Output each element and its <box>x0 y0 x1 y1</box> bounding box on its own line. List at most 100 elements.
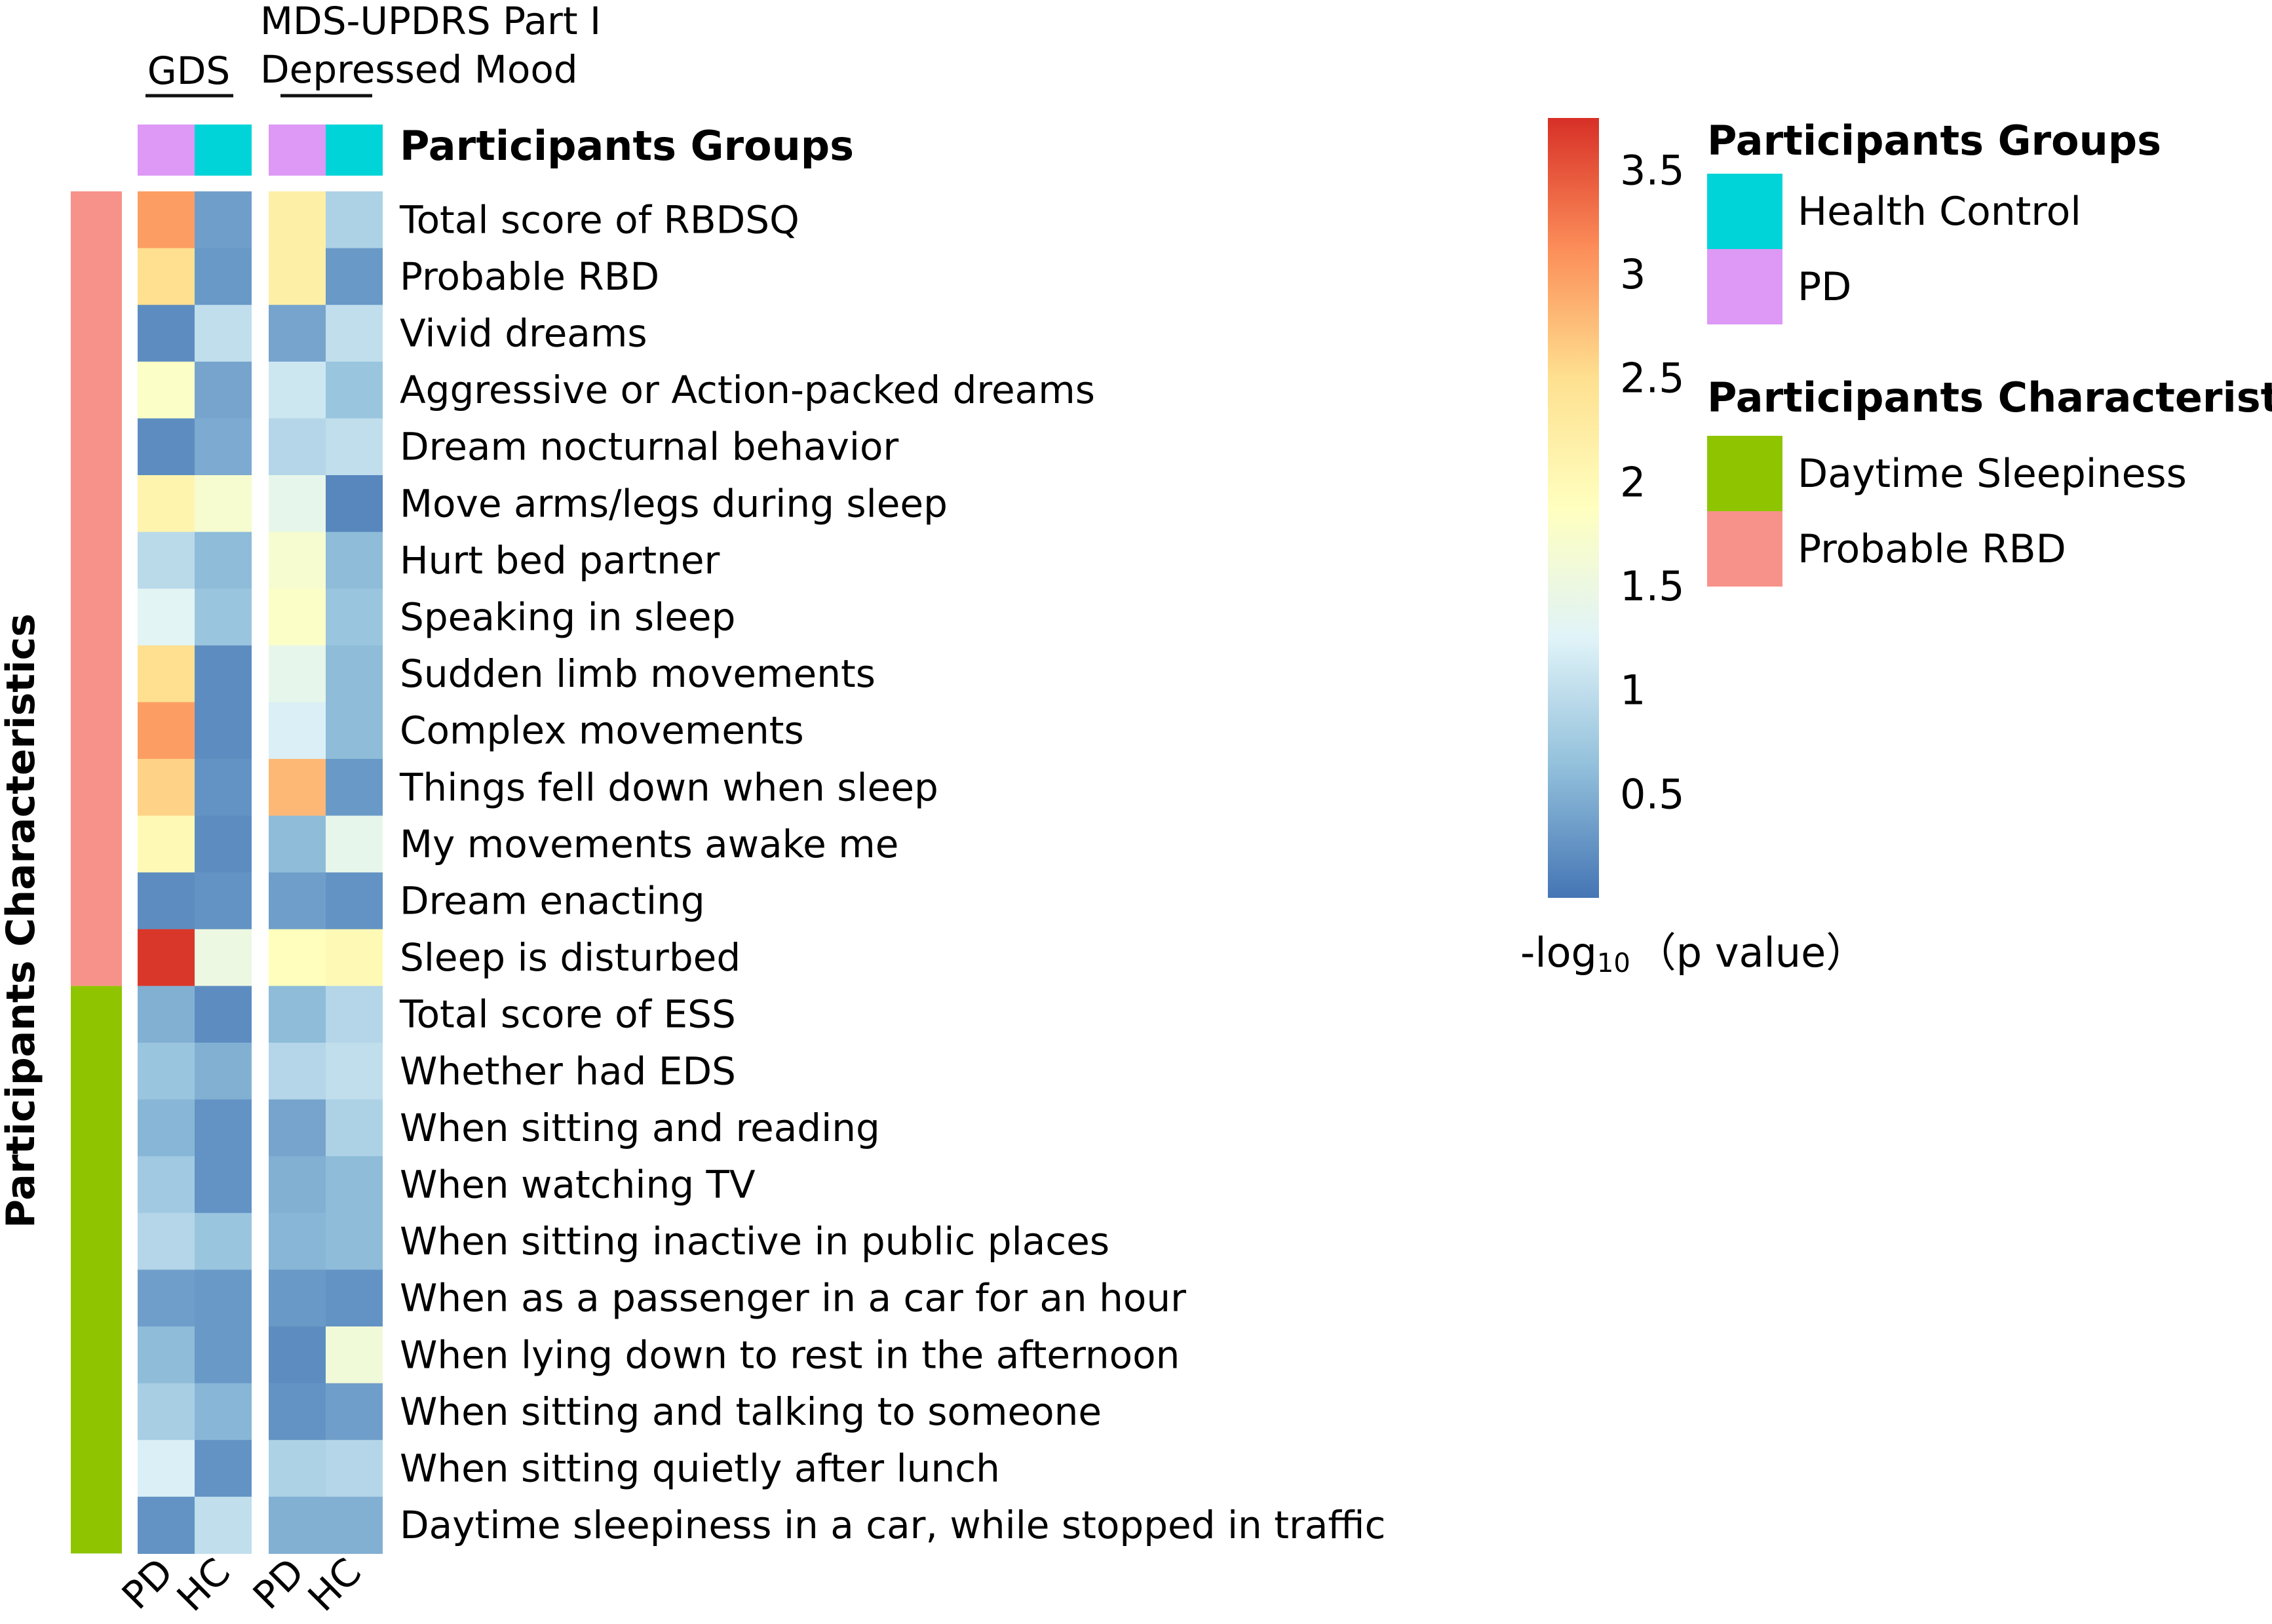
heatmap-cell <box>195 1099 252 1157</box>
heatmap-cell <box>326 702 383 760</box>
heatmap-cell <box>195 532 252 589</box>
heatmap-cell <box>326 1099 383 1157</box>
heatmap-cell <box>195 1326 252 1384</box>
heatmap-cell <box>326 305 383 362</box>
heatmap-cell <box>326 759 383 817</box>
row-label: When sitting and talking to someone <box>400 1389 1102 1434</box>
heatmap-cell <box>326 1156 383 1214</box>
color-scale-title-suffix: （p value） <box>1636 929 1866 976</box>
heatmap-cell <box>269 1440 326 1498</box>
heatmap-cell <box>269 872 326 930</box>
heatmap-cell <box>326 475 383 533</box>
color-scale-tick-label: 2.5 <box>1620 355 1685 402</box>
row-label: When sitting quietly after lunch <box>400 1446 1000 1491</box>
heatmap-cell <box>138 475 195 533</box>
column-label-hc: HC <box>299 1549 370 1620</box>
color-scale-tick-label: 3.5 <box>1620 146 1685 194</box>
heatmap-cell <box>138 532 195 589</box>
row-label: Vivid dreams <box>400 311 647 356</box>
heatmap-cell <box>195 475 252 533</box>
groups-row-label: Participants Groups <box>400 122 854 170</box>
heatmap-cell <box>269 589 326 646</box>
heatmap-cell <box>138 1383 195 1440</box>
legend-groups: Health Control PD <box>1707 174 2081 324</box>
heatmap-cell <box>138 815 195 873</box>
heatmap-cell <box>138 305 195 362</box>
heatmap-cell <box>195 645 252 703</box>
heatmap-cell <box>195 872 252 930</box>
heatmap-cell <box>326 1440 383 1498</box>
heatmap-cell <box>138 1326 195 1384</box>
legend-swatch <box>1707 249 1782 324</box>
heatmap-cell <box>269 1383 326 1440</box>
heatmap-cell <box>138 1212 195 1270</box>
heatmap-cell <box>195 191 252 249</box>
legend-swatch <box>1707 511 1782 587</box>
legend-swatch <box>1707 436 1782 511</box>
color-scale-tick-label: 2 <box>1620 458 1646 506</box>
heatmap-cell <box>269 645 326 703</box>
row-label: Total score of ESS <box>399 992 736 1037</box>
category-segment-daytime-sleepiness <box>71 986 122 1554</box>
heatmap-cell <box>269 1156 326 1214</box>
heatmap-cell <box>326 361 383 419</box>
heatmap-cell <box>269 1326 326 1384</box>
heatmap-cell <box>326 872 383 930</box>
color-scale-tick-label: 1.5 <box>1620 562 1685 610</box>
heatmap-cell <box>138 986 195 1043</box>
heatmap-cell <box>326 532 383 589</box>
column-label-hc: HC <box>168 1549 239 1620</box>
heatmap-cell <box>138 589 195 646</box>
heatmap-cell <box>195 1383 252 1440</box>
heatmap-cell <box>326 1496 383 1554</box>
heatmap-cell <box>326 1326 383 1384</box>
heatmap-cell <box>138 248 195 305</box>
row-label: Probable RBD <box>400 254 659 299</box>
column-label-pd: PD <box>244 1549 313 1617</box>
category-annotation-bar <box>71 191 122 1554</box>
heatmap-cell <box>195 986 252 1043</box>
row-label: When sitting and reading <box>400 1106 880 1150</box>
row-label: Sudden limb movements <box>400 651 876 696</box>
heatmap-cell <box>269 702 326 760</box>
row-label: Hurt bed partner <box>400 538 720 583</box>
heatmap-cell <box>269 361 326 419</box>
heatmap-cell <box>269 248 326 305</box>
heatmap-cell <box>326 986 383 1043</box>
heatmap-cell <box>269 759 326 817</box>
row-label: My movements awake me <box>400 822 898 866</box>
legend-label: Daytime Sleepiness <box>1798 451 2187 497</box>
row-label: Dream enacting <box>400 879 705 923</box>
category-segment-probable-rbd <box>71 191 122 986</box>
row-label: Move arms/legs during sleep <box>400 481 948 526</box>
row-label: When as a passenger in a car for an hour <box>400 1276 1186 1321</box>
heatmap-cell <box>269 986 326 1043</box>
heatmap-cell <box>326 1383 383 1440</box>
heatmap-cell <box>195 1043 252 1100</box>
heatmap-cell <box>269 191 326 249</box>
row-label: Total score of RBDSQ <box>399 197 799 242</box>
heatmap-cell <box>269 1269 326 1327</box>
heatmap-cell <box>138 418 195 476</box>
legend-label: Probable RBD <box>1798 526 2066 572</box>
color-scale-tick-label: 3 <box>1620 250 1646 298</box>
heatmap-cell <box>269 305 326 362</box>
heatmap-cell <box>269 418 326 476</box>
heatmap-cell <box>195 305 252 362</box>
heatmap-cell <box>326 815 383 873</box>
group-cell-hc <box>195 125 252 176</box>
heatmap-cell <box>195 1440 252 1498</box>
heatmap-cell <box>138 872 195 930</box>
heatmap-cells <box>138 191 383 1554</box>
legend-characteristics-title: Participants Characteristics <box>1707 374 2272 421</box>
color-scale-bar <box>1548 118 1599 898</box>
heatmap-cell <box>138 1156 195 1214</box>
heatmap-cell <box>195 589 252 646</box>
heatmap-cell <box>195 418 252 476</box>
heatmap-cell <box>195 1156 252 1214</box>
mds-header-line1: MDS-UPDRS Part I <box>260 0 601 43</box>
group-annotation-bar <box>138 125 383 176</box>
heatmap-cell <box>269 532 326 589</box>
